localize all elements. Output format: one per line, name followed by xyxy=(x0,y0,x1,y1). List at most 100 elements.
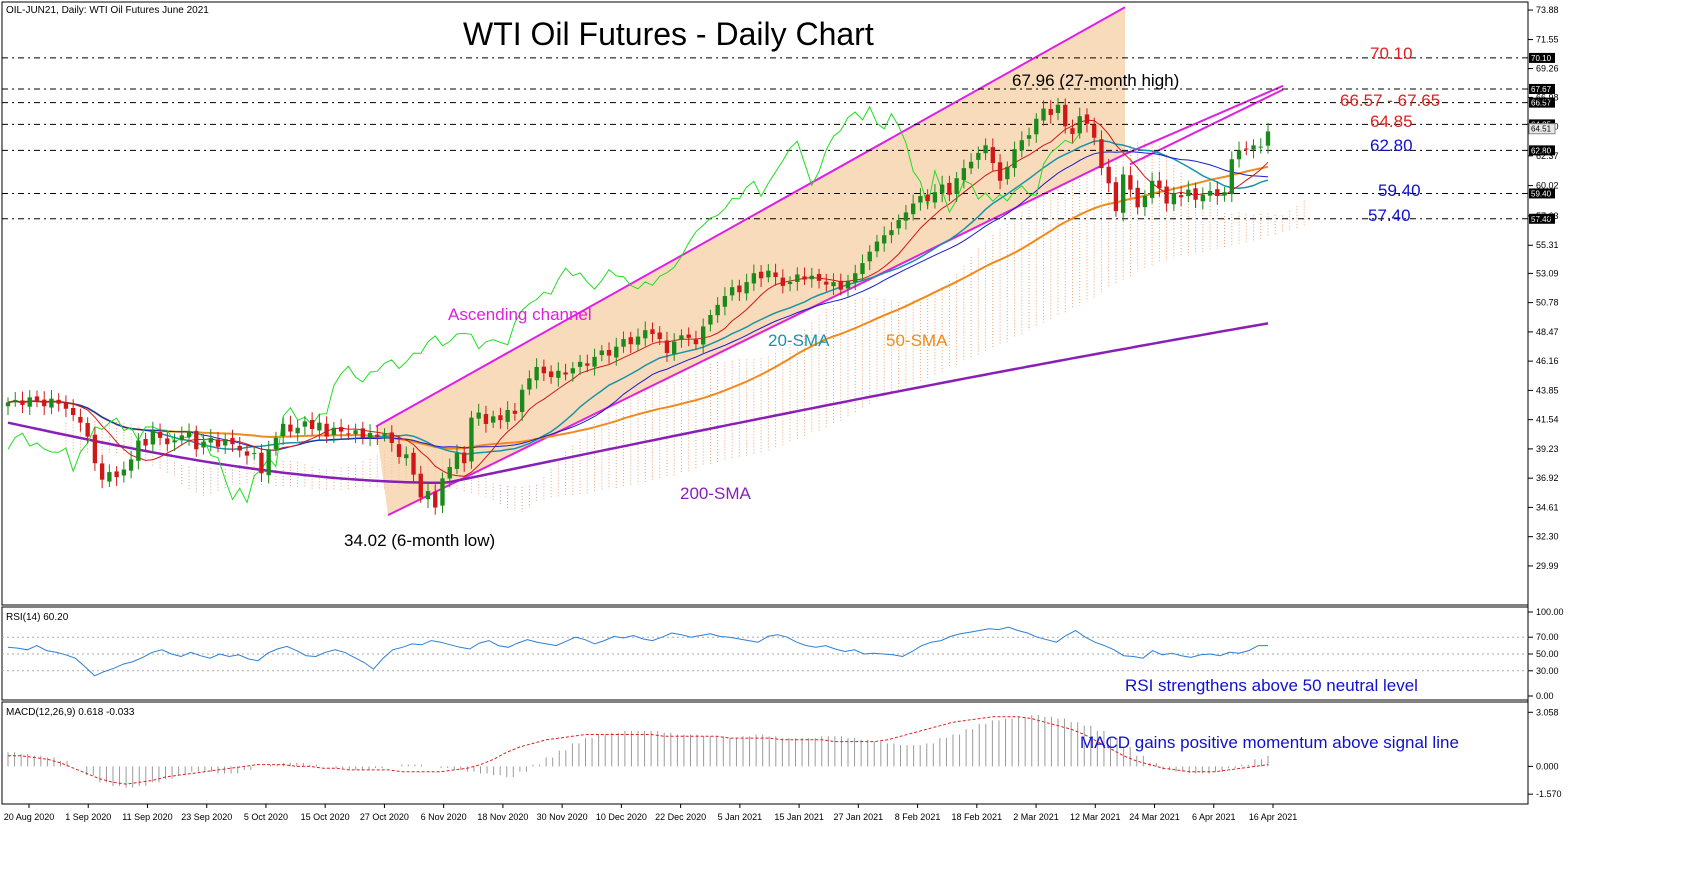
level-tag-0 xyxy=(1529,52,1555,63)
candle-bear xyxy=(34,396,40,402)
candle-bear xyxy=(1099,139,1104,169)
candle-bull xyxy=(128,459,134,471)
candle-bull xyxy=(918,195,923,203)
price-tick-label-3: 66.98 xyxy=(1536,92,1559,102)
price-tick-label-10: 50.78 xyxy=(1536,298,1559,308)
candle-bull xyxy=(556,370,561,378)
rsi-note: RSI strengthens above 50 neutral level xyxy=(1125,676,1418,695)
candle-bull xyxy=(295,427,300,434)
rsi-tick-label-3: 30.00 xyxy=(1536,666,1559,676)
level-label-62-80: 62.80 xyxy=(1370,136,1413,155)
candle-bear xyxy=(85,422,90,437)
candle-bull xyxy=(5,402,11,407)
candle-bear xyxy=(288,424,293,432)
time-tick-label-21: 16 Apr 2021 xyxy=(1249,812,1298,822)
candle-bull xyxy=(302,421,308,427)
candle-bull xyxy=(519,389,525,412)
candle-bull xyxy=(49,398,54,408)
candle-bear xyxy=(324,423,329,437)
level-tag-text-2: 66.57 xyxy=(1531,99,1552,108)
time-tick-label-13: 15 Jan 2021 xyxy=(774,812,824,822)
candle-bull xyxy=(447,467,452,479)
candle-bull xyxy=(1222,192,1227,196)
candle-bull xyxy=(13,399,18,401)
macd-tick-label-1: 0.000 xyxy=(1536,761,1559,771)
candle-bull xyxy=(281,423,286,437)
candle-bull xyxy=(860,263,865,275)
ascending-channel xyxy=(375,6,1284,517)
sma50-label: 50-SMA xyxy=(886,331,948,350)
time-tick-label-10: 10 Dec 2020 xyxy=(596,812,647,822)
candle-bull xyxy=(136,440,141,461)
candle-bull xyxy=(1251,145,1256,150)
time-tick-label-5: 15 Oct 2020 xyxy=(301,812,350,822)
candle-bear xyxy=(92,434,98,464)
current-price-text: 64.51 xyxy=(1531,125,1552,134)
candle-bear xyxy=(541,366,547,374)
level-tag-text-6: 57.40 xyxy=(1531,215,1552,224)
candle-bull xyxy=(874,241,880,252)
candle-bear xyxy=(157,432,163,438)
price-tick-label-5: 62.37 xyxy=(1536,151,1559,161)
candle-bear xyxy=(418,473,423,498)
candle-bull xyxy=(1171,193,1177,205)
price-tick-label-1: 71.55 xyxy=(1536,35,1559,45)
time-tick-label-3: 23 Sep 2020 xyxy=(181,812,232,822)
candle-bear xyxy=(462,452,467,464)
candle-bull xyxy=(1077,116,1082,134)
candle-bull xyxy=(454,453,460,469)
price-tick-label-7: 57.63 xyxy=(1536,211,1559,221)
candle-bear xyxy=(244,451,250,456)
candle-bull xyxy=(795,274,800,282)
candle-bull xyxy=(266,449,271,476)
level-label-64-85: 64.85 xyxy=(1370,112,1413,131)
candle-bull xyxy=(939,184,945,194)
candle-bull xyxy=(1026,135,1032,139)
candle-bull xyxy=(1041,108,1046,121)
candle-bull xyxy=(367,432,373,439)
channel-fill xyxy=(376,7,1125,516)
candle-bull xyxy=(592,356,597,367)
candle-bear xyxy=(548,371,554,378)
candle-bear xyxy=(657,332,662,340)
time-tick-label-20: 6 Apr 2021 xyxy=(1192,812,1236,822)
candle-bull xyxy=(889,230,894,236)
candle-bull xyxy=(621,339,626,347)
candle-bear xyxy=(1178,195,1184,198)
candle-bull xyxy=(527,378,532,390)
candle-bull xyxy=(744,282,749,294)
candle-bear xyxy=(824,281,829,285)
candle-bear xyxy=(483,414,489,424)
price-tick-label-16: 36.92 xyxy=(1536,473,1559,483)
level-tag-4 xyxy=(1529,145,1555,156)
candle-bear xyxy=(338,427,344,432)
time-tick-label-19: 24 Mar 2021 xyxy=(1129,812,1180,822)
candle-bull xyxy=(172,440,177,443)
candle-bear xyxy=(309,419,315,430)
candle-bear xyxy=(56,399,61,404)
candle-bull xyxy=(1034,118,1039,135)
level-tag-1 xyxy=(1529,83,1555,94)
candle-bear xyxy=(512,410,518,414)
time-tick-label-8: 18 Nov 2020 xyxy=(477,812,528,822)
candle-bear xyxy=(396,444,402,457)
time-tick-label-15: 8 Feb 2021 xyxy=(895,812,941,822)
candle-bull xyxy=(961,168,967,181)
candle-bull xyxy=(382,434,387,436)
candle-bear xyxy=(737,285,742,293)
rsi-tick-label-4: 0.00 xyxy=(1536,691,1554,701)
candle-bull xyxy=(1200,194,1205,202)
candle-bull xyxy=(932,192,938,203)
rsi-tick-label-0: 100.00 xyxy=(1536,607,1564,617)
candle-bear xyxy=(1092,124,1097,138)
candle-bull xyxy=(1055,104,1061,114)
symbol-info: OIL-JUN21, Daily: WTI Oil Futures June 2… xyxy=(6,5,209,16)
horizontal-levels: 70.10 67.67 66.57 64.85 62.80 59.40 57.40 xyxy=(2,52,1555,224)
candle-bull xyxy=(722,296,728,307)
macd-label: MACD(12,26,9) 0.618 -0.033 xyxy=(6,707,135,718)
candle-bull xyxy=(150,430,155,445)
level-label-66-57-67-65: 66.57 - 67.65 xyxy=(1340,91,1440,110)
level-tag-6 xyxy=(1529,213,1555,224)
channel-lower-line xyxy=(387,153,1126,517)
rsi-line xyxy=(7,626,1268,677)
